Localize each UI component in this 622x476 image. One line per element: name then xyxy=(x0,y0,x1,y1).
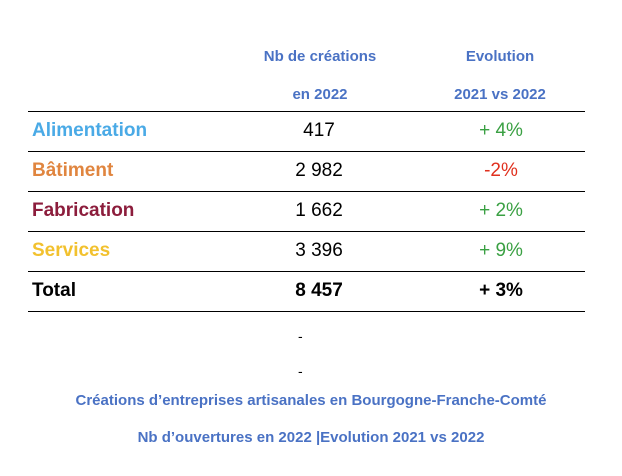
row-label: Services xyxy=(32,240,111,261)
row-evolution: -2% xyxy=(484,160,518,181)
table-row-fabrication: Fabrication 1 662 + 2% xyxy=(28,191,585,231)
header-nb-line1: Nb de créations xyxy=(263,48,377,65)
total-label: Total xyxy=(32,280,76,301)
row-value: 3 396 xyxy=(295,240,343,261)
table-row-total: Total 8 457 + 3% xyxy=(28,271,585,311)
row-label: Fabrication xyxy=(32,200,135,221)
table-rule xyxy=(28,231,585,232)
row-value: 1 662 xyxy=(295,200,343,221)
table-rule xyxy=(28,311,585,312)
table-row-batiment: Bâtiment 2 982 -2% xyxy=(28,151,585,191)
header-evo-line2: 2021 vs 2022 xyxy=(454,86,546,103)
total-value: 8 457 xyxy=(295,280,343,301)
table-rule xyxy=(28,191,585,192)
table-rule xyxy=(28,271,585,272)
caption-title: Créations d’entreprises artisanales en B… xyxy=(75,392,547,409)
caption-subtitle: Nb d’ouvertures en 2022 |Evolution 2021 … xyxy=(137,429,485,446)
row-label: Bâtiment xyxy=(32,160,114,181)
total-evolution: + 3% xyxy=(479,280,523,301)
row-evolution: + 4% xyxy=(479,120,523,141)
header-nb-line2: en 2022 xyxy=(292,86,348,103)
row-evolution: + 9% xyxy=(479,240,523,261)
row-label: Alimentation xyxy=(32,120,148,141)
table-row-alimentation: Alimentation 417 + 4% xyxy=(28,111,585,151)
row-value: 2 982 xyxy=(295,160,343,181)
row-evolution: + 2% xyxy=(479,200,523,221)
header-evolution: Evolution 2021 vs 2022 xyxy=(410,38,590,114)
row-value: 417 xyxy=(303,120,335,141)
table-rule xyxy=(28,151,585,152)
table-rule xyxy=(28,111,585,112)
dash-mark: - xyxy=(298,363,303,379)
dash-mark: - xyxy=(298,328,303,344)
header-nb-creations: Nb de créations en 2022 xyxy=(225,38,415,114)
header-evo-line1: Evolution xyxy=(465,48,535,65)
table-row-services: Services 3 396 + 9% xyxy=(28,231,585,271)
